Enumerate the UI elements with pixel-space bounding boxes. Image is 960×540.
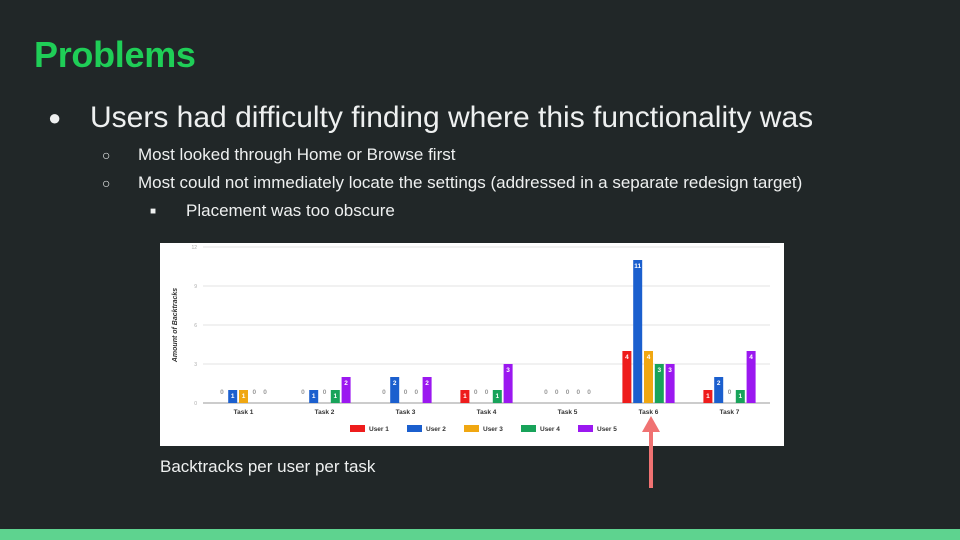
bar-value-label: 0 xyxy=(220,389,224,396)
bar xyxy=(665,364,675,403)
bar-value-label: 11 xyxy=(634,263,641,270)
bar-value-label: 1 xyxy=(495,393,499,400)
bar xyxy=(746,351,756,403)
bar-value-label: 0 xyxy=(252,389,256,396)
legend-swatch xyxy=(578,425,593,432)
y-tick-label: 9 xyxy=(194,284,197,290)
legend-swatch xyxy=(521,425,536,432)
bar-value-label: 0 xyxy=(474,389,478,396)
x-tick-label: Task 5 xyxy=(558,409,578,416)
bar xyxy=(309,390,319,403)
bar xyxy=(714,377,724,403)
red-arrow-icon xyxy=(642,416,660,488)
bullet-subsub-1: ■ Placement was too obscure xyxy=(150,199,395,223)
bullet-sub-1: ○ Most looked through Home or Browse fir… xyxy=(102,143,455,167)
bar-value-label: 0 xyxy=(555,389,559,396)
bar-value-label: 0 xyxy=(414,389,418,396)
y-axis-label: Amount of Backtracks xyxy=(172,288,179,363)
bar-value-label: 1 xyxy=(738,393,742,400)
bar-value-label: 1 xyxy=(231,393,235,400)
bar xyxy=(239,390,248,403)
legend-label: User 3 xyxy=(483,426,503,433)
legend-label: User 2 xyxy=(426,426,446,433)
bar-value-label: 0 xyxy=(485,389,489,396)
bar-value-label: 0 xyxy=(382,389,386,396)
bar-value-label: 0 xyxy=(544,389,548,396)
bar xyxy=(330,390,340,403)
bar-value-label: 1 xyxy=(463,393,467,400)
legend-label: User 1 xyxy=(369,426,389,433)
bar-value-label: 0 xyxy=(323,389,327,396)
bullet-sub-2-text: Most could not immediately locate the se… xyxy=(138,173,803,192)
bar-value-label: 2 xyxy=(393,380,397,387)
bar xyxy=(460,390,470,403)
y-tick-label: 3 xyxy=(194,362,197,368)
legend-swatch xyxy=(407,425,422,432)
legend-label: User 5 xyxy=(597,426,617,433)
bar xyxy=(390,377,400,403)
y-tick-label: 0 xyxy=(194,401,197,407)
bar-value-label: 4 xyxy=(647,354,651,361)
bullet-sub-1-text: Most looked through Home or Browse first xyxy=(138,145,456,164)
hollow-bullet-icon: ○ xyxy=(102,147,111,163)
y-tick-label: 6 xyxy=(194,323,197,329)
bar xyxy=(735,390,745,403)
bullet-main: ● Users had difficulty finding where thi… xyxy=(48,100,813,136)
footer-bar xyxy=(0,529,960,540)
bar xyxy=(703,390,713,403)
legend-swatch xyxy=(464,425,479,432)
x-tick-label: Task 1 xyxy=(234,409,254,416)
bar-value-label: 2 xyxy=(344,380,348,387)
bullet-sub-2: ○ Most could not immediately locate the … xyxy=(102,171,802,195)
bar-value-label: 4 xyxy=(749,354,753,361)
bar-value-label: 3 xyxy=(668,367,672,374)
bar-value-label: 0 xyxy=(263,389,267,396)
bullet-main-text: Users had difficulty finding where this … xyxy=(90,101,814,134)
bar-value-label: 1 xyxy=(333,393,337,400)
bar-value-label: 0 xyxy=(301,389,305,396)
bar-value-label: 0 xyxy=(404,389,408,396)
bar-value-label: 1 xyxy=(242,393,246,400)
bar xyxy=(422,377,432,403)
bar xyxy=(228,390,238,403)
bar-value-label: 1 xyxy=(312,393,316,400)
bullet-marker-icon: ● xyxy=(48,105,62,130)
bar xyxy=(633,260,643,403)
bar xyxy=(492,390,502,403)
bar xyxy=(644,351,653,403)
bullet-subsub-1-text: Placement was too obscure xyxy=(186,201,395,220)
x-tick-label: Task 2 xyxy=(315,409,335,416)
bar xyxy=(622,351,632,403)
x-tick-label: Task 3 xyxy=(396,409,416,416)
legend-swatch xyxy=(350,425,365,432)
bar-value-label: 1 xyxy=(706,393,710,400)
hollow-bullet-icon: ○ xyxy=(102,175,111,191)
bar-value-label: 0 xyxy=(728,389,732,396)
x-tick-label: Task 6 xyxy=(639,409,659,416)
bar xyxy=(341,377,351,403)
bar-value-label: 4 xyxy=(625,354,629,361)
bar xyxy=(503,364,513,403)
slide-title: Problems xyxy=(34,34,196,75)
bar-value-label: 0 xyxy=(576,389,580,396)
square-bullet-icon: ■ xyxy=(150,205,157,217)
bar-value-label: 0 xyxy=(566,389,570,396)
bar-value-label: 2 xyxy=(425,380,429,387)
chart-caption: Backtracks per user per task xyxy=(160,457,376,476)
legend-label: User 4 xyxy=(540,426,560,433)
bar xyxy=(654,364,664,403)
bar-value-label: 0 xyxy=(587,389,591,396)
x-tick-label: Task 4 xyxy=(477,409,497,416)
y-tick-label: 12 xyxy=(191,245,197,251)
bar-value-label: 3 xyxy=(657,367,661,374)
bar-value-label: 2 xyxy=(717,380,721,387)
x-tick-label: Task 7 xyxy=(720,409,740,416)
bar-value-label: 3 xyxy=(506,367,510,374)
